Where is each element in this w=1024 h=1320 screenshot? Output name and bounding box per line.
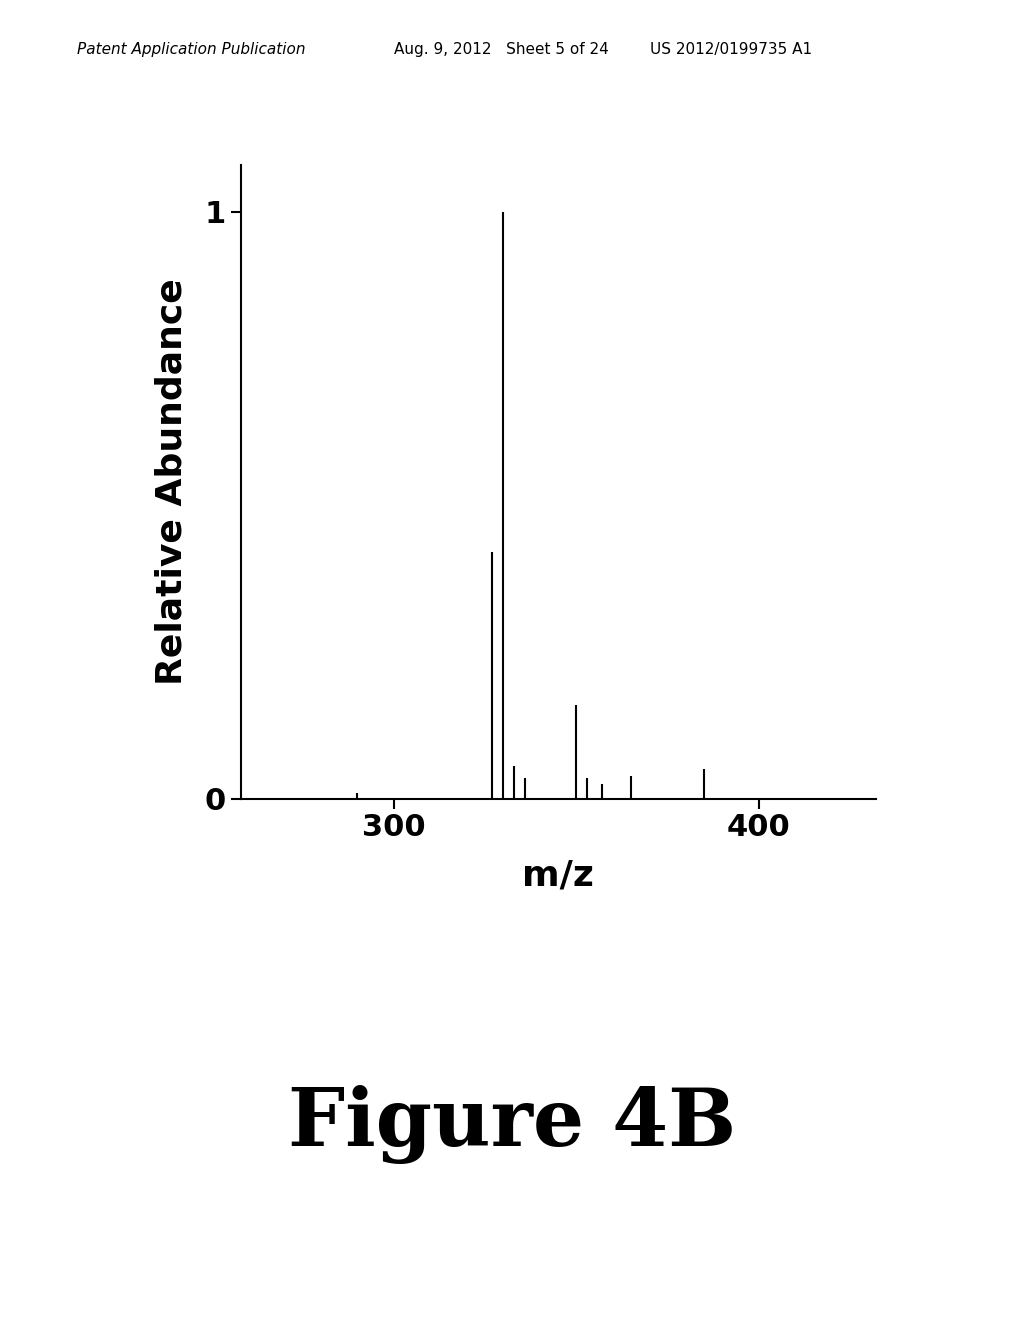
Text: US 2012/0199735 A1: US 2012/0199735 A1 (650, 42, 812, 57)
Text: Aug. 9, 2012   Sheet 5 of 24: Aug. 9, 2012 Sheet 5 of 24 (394, 42, 609, 57)
X-axis label: m/z: m/z (522, 859, 594, 892)
Text: Figure 4B: Figure 4B (288, 1085, 736, 1164)
Text: Patent Application Publication: Patent Application Publication (77, 42, 305, 57)
Y-axis label: Relative Abundance: Relative Abundance (155, 279, 188, 685)
